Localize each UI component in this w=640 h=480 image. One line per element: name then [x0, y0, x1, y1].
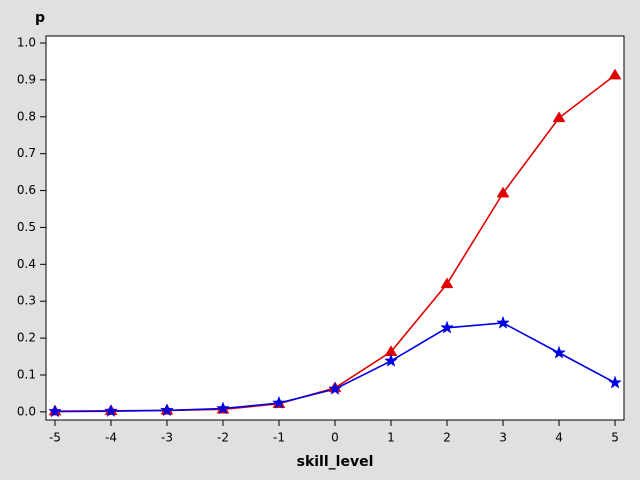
point-marker: [496, 315, 510, 329]
plot-area: [45, 35, 625, 421]
x-tick-label: 4: [555, 431, 563, 445]
x-tick-label: 5: [611, 431, 619, 445]
x-tick-label: -2: [217, 431, 229, 445]
point-marker: [608, 375, 622, 389]
x-axis-label: skill_level: [297, 454, 374, 470]
point-marker: [48, 404, 62, 418]
y-tick-label: 0.3: [17, 294, 36, 308]
point-marker: [384, 353, 398, 367]
point-marker: [160, 403, 174, 417]
point-marker: [440, 320, 454, 334]
x-tick-label: 1: [387, 431, 395, 445]
point-marker: [104, 403, 118, 418]
x-tick-label: -1: [273, 431, 285, 445]
y-tick-label: 0.7: [17, 146, 36, 160]
point-marker: [272, 395, 286, 409]
y-tick-label: 0.5: [17, 220, 36, 234]
point-marker: [216, 401, 230, 415]
point-marker: [328, 381, 342, 395]
point-marker: [440, 277, 454, 289]
y-tick-label: 0.6: [17, 183, 36, 197]
y-tick-label: 0.0: [17, 404, 36, 418]
point-marker: [496, 186, 510, 198]
point-marker: [552, 111, 566, 123]
x-tick-label: -4: [105, 431, 117, 445]
point-marker: [552, 345, 566, 359]
point-marker: [608, 68, 622, 80]
x-tick-label: -3: [161, 431, 173, 445]
y-tick-label: 0.2: [17, 331, 36, 345]
x-tick-label: 0: [331, 431, 339, 445]
y-tick-label: 0.8: [17, 109, 36, 123]
x-tick-label: -5: [49, 431, 61, 445]
y-tick-label: 0.1: [17, 367, 36, 381]
y-tick-label: 0.9: [17, 72, 36, 86]
y-axis-label: p: [35, 10, 45, 26]
y-tick-label: 0.4: [17, 257, 36, 271]
x-tick-label: 3: [499, 431, 507, 445]
y-tick-label: 1.0: [17, 36, 36, 50]
x-tick-label: 2: [443, 431, 451, 445]
